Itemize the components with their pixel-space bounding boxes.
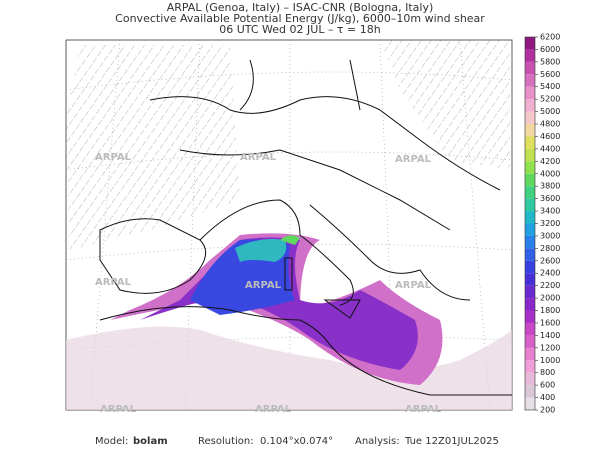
footer-value: Tue 12Z01JUL2025: [404, 436, 499, 447]
title-line: Convective Available Potential Energy (J…: [115, 12, 485, 25]
watermark: ARPAL: [100, 404, 137, 415]
colorbar-segment: [525, 360, 535, 373]
colorbar-segment: [525, 148, 535, 162]
colorbar-segment: [525, 322, 535, 336]
colorbar-label: 2800: [540, 244, 560, 253]
watermark: ARPAL: [395, 154, 432, 165]
colorbar-label: 2600: [540, 256, 560, 265]
colorbar-label: 6200: [540, 33, 560, 42]
colorbar-segment: [525, 260, 535, 274]
colorbar-segment: [525, 111, 535, 125]
colorbar-label: 1000: [540, 356, 560, 365]
map: [65, 39, 513, 411]
colorbar-segment: [525, 298, 535, 311]
colorbar: 200 400 600 800 1000 1200 1400 1600 1800 2000 2200…: [524, 33, 560, 415]
colorbar-label: 5600: [540, 70, 560, 79]
colorbar-segment: [525, 211, 535, 224]
colorbar-segment: [525, 61, 535, 75]
colorbar-label: 4400: [540, 144, 560, 153]
colorbar-segment: [525, 223, 535, 236]
colorbar-label: 3200: [540, 219, 560, 228]
colorbar-segment: [525, 285, 535, 299]
colorbar-label: 800: [540, 368, 555, 377]
colorbar-label: 200: [540, 406, 555, 415]
colorbar-label: 4600: [540, 132, 560, 141]
colorbar-segment: [525, 37, 535, 50]
colorbar-segment: [525, 173, 535, 187]
colorbar-label: 4800: [540, 120, 560, 129]
colorbar-segment: [525, 335, 535, 348]
colorbar-label: 1600: [540, 318, 560, 327]
footer-value: 0.104°x0.074°: [260, 436, 333, 447]
colorbar-segment: [525, 397, 535, 410]
colorbar-label: 400: [540, 393, 555, 402]
colorbar-segment: [525, 198, 535, 212]
watermark: ARPAL: [405, 404, 442, 415]
colorbar-segment: [525, 372, 535, 386]
colorbar-segment: [525, 74, 535, 87]
wind-shear: [66, 45, 240, 250]
colorbar-label: 6000: [540, 45, 560, 54]
colorbar-segment: [525, 136, 535, 149]
watermark: ARPAL: [395, 280, 432, 291]
colorbar-label: 5400: [540, 82, 560, 91]
colorbar-segment: [525, 99, 535, 112]
colorbar-segment: [525, 124, 535, 137]
colorbar-label: 2000: [540, 294, 560, 303]
coastline: [99, 218, 207, 294]
colorbar-label: 1800: [540, 306, 560, 315]
colorbar-label: 1200: [540, 343, 560, 352]
colorbar-label: 3600: [540, 194, 560, 203]
watermark: ARPAL: [245, 280, 282, 291]
watermark: ARPAL: [240, 152, 277, 163]
colorbar-segment: [525, 273, 535, 286]
watermark: ARPAL: [255, 404, 292, 415]
colorbar-label: 600: [540, 381, 555, 390]
title-line: 06 UTC Wed 02 JUL – τ = 18h: [219, 23, 381, 36]
colorbar-label: 2200: [540, 281, 560, 290]
colorbar-label: 5800: [540, 57, 560, 66]
colorbar-label: 3000: [540, 231, 560, 240]
colorbar-segment: [525, 385, 535, 398]
wind-shear: [380, 40, 510, 170]
colorbar-segment: [525, 248, 535, 261]
coastline: [284, 257, 361, 319]
colorbar-label: 3400: [540, 207, 560, 216]
colorbar-label: 3800: [540, 182, 560, 191]
colorbar-segment: [525, 235, 535, 249]
footer-label: Model:: [95, 436, 128, 447]
colorbar-label: 4000: [540, 169, 560, 178]
colorbar-segment: [525, 186, 535, 199]
colorbar-label: 5000: [540, 107, 560, 116]
colorbar-label: 5200: [540, 95, 560, 104]
colorbar-segment: [525, 161, 535, 174]
footer-value: bolam: [133, 436, 168, 447]
cape-area: [235, 239, 287, 262]
coastline: [199, 199, 471, 306]
title-line: ARPAL (Genoa, Italy) – ISAC-CNR (Bologna…: [167, 1, 434, 14]
colorbar-segment: [525, 86, 535, 100]
borders: [149, 59, 501, 231]
colorbar-label: 2400: [540, 269, 560, 278]
footer-label: Analysis:: [355, 436, 400, 447]
colorbar-label: 4200: [540, 157, 560, 166]
watermark: ARPAL: [95, 277, 132, 288]
coastline: [99, 306, 512, 396]
cape-area: [280, 235, 300, 245]
watermark: ARPAL: [95, 152, 132, 163]
colorbar-segment: [525, 310, 535, 323]
colorbar-segment: [525, 347, 535, 361]
colorbar-segment: [525, 49, 535, 62]
watermarks: ARPAL ARPAL ARPAL ARPAL ARPAL ARPAL ARPAL ARPAL…: [95, 152, 442, 415]
footer-label: Resolution:: [198, 436, 254, 447]
cape-area: [66, 326, 512, 410]
colorbar-label: 1400: [540, 331, 560, 340]
